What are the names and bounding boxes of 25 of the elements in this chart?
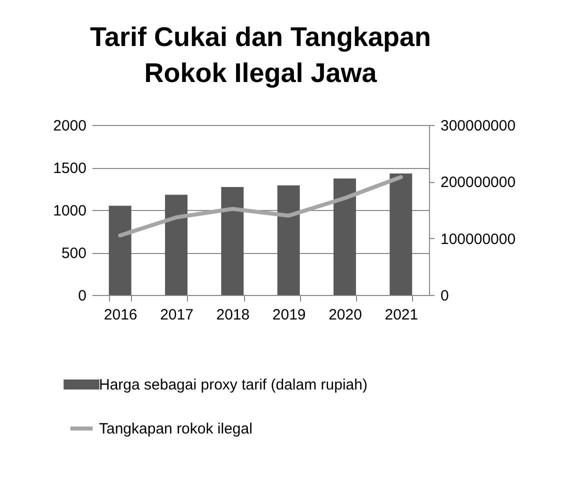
y-tick-label: 1500 [53, 160, 86, 177]
bar [334, 178, 356, 295]
bar [165, 194, 188, 295]
y2-tick-label: 100000000 [440, 230, 516, 248]
chart-title: Tarif Cukai dan Tangkapan Rokok Ilegal Jawa [90, 22, 432, 88]
y-tick-label: 0 [78, 288, 86, 304]
y-tick-label: 1000 [53, 202, 86, 220]
x-tick-label: 2019 [272, 306, 306, 324]
y2-tick-label: 300000000 [440, 118, 516, 134]
legend-label: Tangkapan rokok ilegal [99, 420, 252, 438]
bar [390, 173, 412, 295]
x-tick-label: 2018 [216, 306, 250, 324]
legend-label: Harga sebagai proxy tarif (dalam rupiah) [99, 376, 368, 394]
y-tick-label: 500 [61, 245, 86, 262]
y-tick-label: 2000 [53, 118, 86, 134]
line-series [118, 175, 403, 238]
x-tick-label: 2020 [328, 306, 362, 324]
x-tick-label: 2016 [104, 306, 138, 324]
bar [277, 185, 300, 295]
y2-tick-label: 0 [440, 288, 449, 304]
x-tick-label: 2017 [160, 306, 194, 324]
bar [108, 206, 132, 295]
bar [221, 187, 244, 295]
y2-tick-label: 200000000 [440, 174, 516, 192]
x-tick-label: 2021 [384, 306, 418, 324]
